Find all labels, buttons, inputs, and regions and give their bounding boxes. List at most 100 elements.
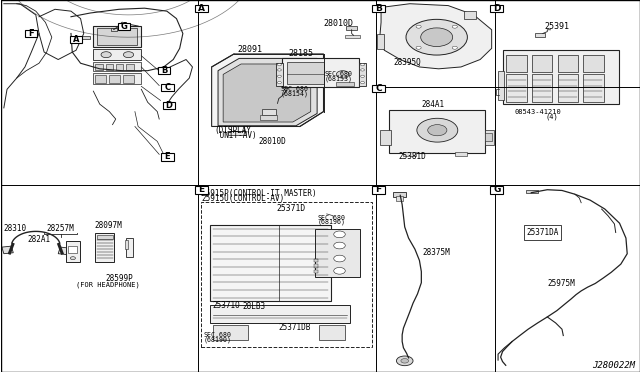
Bar bbox=[260, 115, 277, 120]
Text: (4): (4) bbox=[545, 113, 558, 120]
Bar bbox=[380, 130, 390, 145]
Bar bbox=[93, 62, 141, 71]
Circle shape bbox=[336, 71, 349, 78]
Bar bbox=[93, 26, 141, 46]
Circle shape bbox=[452, 46, 458, 49]
Circle shape bbox=[417, 118, 458, 142]
Bar bbox=[316, 229, 360, 277]
Bar bbox=[372, 5, 385, 13]
Bar bbox=[502, 50, 619, 104]
Bar bbox=[195, 186, 208, 194]
Bar bbox=[344, 35, 360, 38]
Bar bbox=[498, 71, 504, 100]
Bar bbox=[393, 192, 406, 197]
Bar bbox=[583, 55, 604, 72]
Text: 28185: 28185 bbox=[289, 49, 314, 58]
Text: 28091: 28091 bbox=[237, 45, 262, 54]
Circle shape bbox=[360, 75, 364, 77]
Circle shape bbox=[278, 69, 282, 71]
Bar bbox=[97, 235, 113, 239]
Text: 25391: 25391 bbox=[545, 22, 570, 31]
Circle shape bbox=[333, 231, 345, 238]
Bar bbox=[161, 153, 173, 161]
Text: 08543-41210: 08543-41210 bbox=[515, 109, 561, 115]
Bar bbox=[557, 74, 578, 102]
Bar bbox=[319, 325, 344, 340]
Bar bbox=[125, 240, 128, 249]
Bar bbox=[83, 36, 90, 39]
Polygon shape bbox=[218, 58, 317, 126]
Circle shape bbox=[406, 19, 467, 55]
Text: F: F bbox=[376, 185, 381, 194]
Bar bbox=[68, 246, 77, 253]
Bar bbox=[346, 26, 357, 30]
Text: SEC.680: SEC.680 bbox=[204, 332, 232, 338]
Text: 28599P: 28599P bbox=[105, 274, 133, 283]
Bar bbox=[213, 325, 248, 340]
Text: SEC.680: SEC.680 bbox=[324, 71, 352, 77]
Bar bbox=[93, 73, 141, 84]
Text: 25381D: 25381D bbox=[398, 152, 426, 161]
Text: G: G bbox=[120, 22, 127, 31]
Circle shape bbox=[360, 69, 364, 71]
Text: (68154): (68154) bbox=[281, 90, 308, 97]
Bar bbox=[66, 241, 80, 262]
Bar bbox=[485, 133, 492, 141]
Text: 25975M: 25975M bbox=[547, 279, 575, 288]
Bar bbox=[126, 238, 133, 257]
Circle shape bbox=[333, 242, 345, 249]
Text: 25371DB: 25371DB bbox=[279, 323, 311, 332]
Bar bbox=[335, 82, 353, 86]
Circle shape bbox=[396, 356, 413, 366]
Circle shape bbox=[333, 255, 345, 262]
Text: D: D bbox=[165, 101, 172, 110]
Bar bbox=[454, 152, 467, 156]
Text: 28257M: 28257M bbox=[47, 224, 75, 233]
Text: 28010D: 28010D bbox=[259, 137, 286, 146]
Bar bbox=[506, 55, 527, 72]
Text: (68190): (68190) bbox=[204, 336, 232, 343]
Text: 28LB3: 28LB3 bbox=[243, 302, 266, 311]
Bar bbox=[287, 62, 324, 84]
Bar bbox=[93, 49, 141, 60]
Bar bbox=[506, 74, 527, 102]
Bar bbox=[163, 102, 175, 109]
Bar bbox=[376, 34, 384, 49]
Bar bbox=[314, 264, 318, 268]
Bar bbox=[403, 152, 416, 156]
Bar bbox=[25, 30, 37, 37]
Bar bbox=[389, 110, 485, 153]
Bar bbox=[524, 225, 561, 240]
Circle shape bbox=[452, 25, 458, 28]
Bar bbox=[70, 36, 82, 43]
Circle shape bbox=[420, 28, 452, 46]
Text: 28395Q: 28395Q bbox=[393, 58, 421, 67]
Bar bbox=[2, 246, 13, 254]
Bar bbox=[118, 23, 130, 31]
Circle shape bbox=[428, 125, 447, 136]
Bar bbox=[396, 196, 403, 201]
Bar bbox=[282, 58, 358, 87]
Circle shape bbox=[278, 75, 282, 77]
Text: (FOR HEADPHONE): (FOR HEADPHONE) bbox=[76, 282, 140, 288]
Circle shape bbox=[278, 81, 282, 84]
Bar bbox=[195, 5, 208, 13]
Bar bbox=[126, 64, 134, 70]
Polygon shape bbox=[223, 64, 311, 122]
Bar bbox=[158, 67, 170, 74]
Bar bbox=[314, 270, 318, 273]
Circle shape bbox=[278, 64, 282, 66]
Text: 282A1: 282A1 bbox=[28, 235, 51, 244]
Text: E: E bbox=[164, 153, 170, 161]
Text: 28310: 28310 bbox=[3, 224, 26, 233]
Bar bbox=[116, 64, 124, 70]
Text: B: B bbox=[161, 66, 168, 75]
Text: SEC.680: SEC.680 bbox=[281, 86, 308, 92]
Bar bbox=[111, 28, 117, 31]
Bar bbox=[583, 74, 604, 102]
Bar bbox=[161, 84, 173, 91]
Bar bbox=[372, 186, 385, 194]
Bar bbox=[557, 55, 578, 72]
Bar bbox=[532, 55, 552, 72]
Text: J280022M: J280022M bbox=[592, 361, 635, 370]
